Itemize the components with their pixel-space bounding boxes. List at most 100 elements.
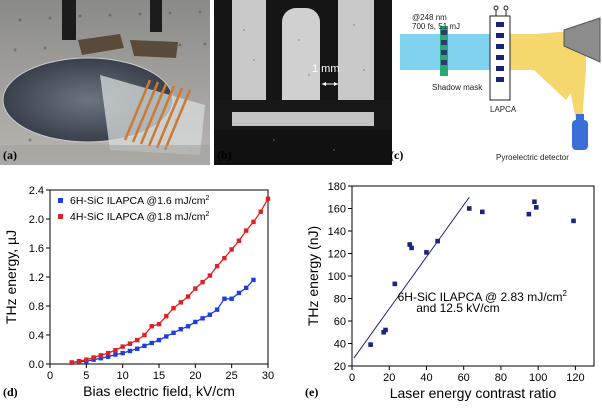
data-point-series-2	[214, 263, 220, 269]
annotation-line-1: 6H-SiC ILAPCA @ 2.83 mJ/cm2	[398, 289, 568, 304]
beam-wavelength-label: @248 nm	[412, 13, 447, 22]
y-tick-label: 140	[328, 226, 346, 238]
photo-wafer-setup	[0, 0, 210, 165]
x-tick-label: 0	[47, 370, 53, 382]
y-tick-label: 1.6	[29, 243, 44, 255]
data-point-series-2	[265, 196, 271, 201]
data-point-series-2	[135, 337, 140, 343]
x-tick-label: 100	[529, 372, 547, 384]
data-point-series-2	[200, 279, 205, 285]
data-point-series-1	[164, 334, 169, 339]
data-point-series-2	[178, 300, 183, 305]
legend-marker-2	[58, 214, 63, 219]
data-point-series-2	[258, 209, 263, 214]
x-tick-label: 10	[117, 370, 129, 382]
photo-panel-a: (a)	[0, 0, 210, 165]
fit-line	[353, 196, 470, 359]
mask-label: Shadow mask	[432, 83, 483, 92]
panel-label-a: (a)	[3, 148, 17, 162]
legend-label-1: 6H-SiC ILAPCA @1.6 mJ/cm2	[70, 195, 210, 207]
data-point-series-1	[214, 307, 220, 312]
data-point-series-2	[244, 228, 249, 233]
x-tick-label: 120	[566, 372, 584, 384]
data-point-series-2	[84, 357, 89, 362]
y-tick-label: 0.8	[29, 301, 44, 313]
y-tick-label: 160	[328, 204, 346, 216]
y-tick-label: 20	[334, 361, 346, 373]
data-point-series-2	[127, 341, 133, 346]
data-point-series-1	[98, 356, 104, 361]
data-point	[533, 205, 539, 210]
chart-bias-field: 0 5 10 15 20 25 30 0.0 0.4 0.8 1.2 1.6 2.0 2.4 Bias el…	[3, 185, 274, 399]
data-point	[407, 242, 413, 247]
photo-panel-b: 1 mm (b)	[214, 0, 392, 165]
data-point-series-1	[185, 324, 191, 329]
chart-panel-e: 0 20 40 60 80 100 120 20 40 60 80 100 120 140 160 180 La…	[302, 168, 602, 406]
x-tick-label: 40	[420, 372, 432, 384]
data-point-series-1	[105, 354, 111, 359]
panel-label-d: (d)	[3, 385, 18, 399]
detector-head	[576, 114, 584, 122]
y-axis-label: THz energy, µJ	[3, 230, 19, 324]
data-point-series-2	[69, 360, 74, 365]
data-point-series-1	[156, 337, 162, 343]
data-point	[435, 238, 440, 244]
data-point-series-2	[76, 358, 82, 364]
data-point-series-1	[236, 290, 242, 296]
data-point-series-2	[229, 247, 234, 252]
y-tick-label: 2.0	[29, 214, 44, 226]
data-point-series-1	[251, 277, 256, 283]
panel-label-b: (b)	[217, 148, 232, 162]
y-tick-label: 120	[328, 249, 346, 261]
y-tick-label: 60	[334, 316, 346, 328]
legend-label-2: 4H-SiC ILAPCA @1.8 mJ/cm2	[70, 211, 210, 223]
data-point-series-2	[236, 238, 242, 243]
data-point-series-1	[229, 296, 234, 301]
data-point-series-2	[207, 273, 213, 278]
x-tick-label: 60	[458, 372, 470, 384]
data-point	[409, 245, 414, 251]
thz-beam-segment	[508, 34, 534, 70]
y-tick-label: 180	[328, 181, 346, 193]
plot-frame	[351, 185, 595, 367]
data-point	[368, 342, 373, 347]
data-point-series-2	[105, 350, 111, 356]
x-tick-label: 0	[349, 372, 355, 384]
data-point-series-1	[222, 296, 227, 301]
x-axis-label: Laser energy contrast ratio	[390, 385, 557, 401]
data-point	[532, 199, 537, 205]
beam-params-label: 700 fs, 51 mJ	[412, 22, 460, 31]
data-point	[526, 211, 532, 217]
annotation-line-2: and 12.5 kV/cm	[416, 301, 499, 315]
data-point-series-1	[171, 330, 176, 336]
x-tick-label: 5	[83, 370, 89, 382]
data-point	[424, 250, 429, 255]
panel-label-c: (c)	[390, 148, 404, 162]
data-point-series-1	[200, 316, 205, 321]
x-tick-label: 80	[495, 372, 507, 384]
data-point	[480, 209, 485, 215]
data-point-series-1	[178, 327, 183, 332]
data-point	[466, 206, 472, 211]
device-label: LAPCA	[490, 105, 517, 114]
parabolic-mirror	[563, 17, 601, 63]
data-point-series-1	[207, 312, 213, 317]
pyroelectric-detector	[572, 120, 588, 150]
experiment-schematic: @248 nm 700 fs, 51 mJ Shadow mask LAPCA …	[396, 0, 602, 165]
data-point	[392, 281, 398, 287]
data-point-series-2	[164, 313, 169, 319]
thz-beam-to-detector	[566, 70, 586, 120]
data-point	[571, 218, 576, 224]
fit-curve-2	[71, 198, 269, 364]
x-tick-label: 20	[383, 372, 395, 384]
fit-curve-1	[71, 279, 254, 364]
scale-label: 1 mm	[312, 63, 340, 75]
data-point-series-2	[185, 294, 191, 299]
y-tick-label: 40	[334, 339, 346, 351]
chart-contrast-ratio: 0 20 40 60 80 100 12020406080100120140160180La…	[305, 181, 595, 401]
y-tick-label: 0.4	[29, 330, 44, 342]
y-tick-label: 1.2	[29, 272, 44, 284]
data-point-series-2	[91, 355, 96, 360]
legend-marker-1	[58, 198, 63, 203]
y-tick-label: 100	[328, 271, 346, 283]
